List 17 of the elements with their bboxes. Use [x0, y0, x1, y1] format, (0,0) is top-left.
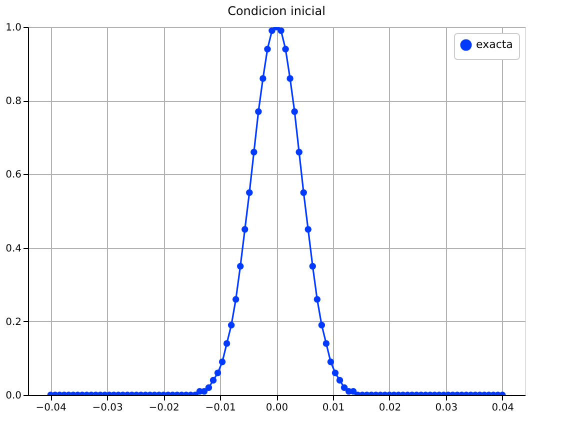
x-tick-label: −0.03 — [92, 402, 123, 414]
x-tick-label: −0.02 — [148, 402, 180, 414]
y-tick-label: 0.6 — [6, 170, 22, 181]
y-tick-label: 0.0 — [6, 390, 22, 402]
x-tick-label: 0.03 — [435, 402, 458, 414]
x-tick-label: 0.01 — [322, 402, 345, 414]
y-tick-label: 0.4 — [6, 243, 22, 254]
x-tick-label: −0.04 — [36, 402, 66, 414]
y-tick-label: 1.0 — [6, 22, 22, 34]
x-tick-label: 0.00 — [266, 402, 288, 414]
x-tick-label: 0.04 — [492, 402, 514, 414]
x-tick-label: −0.01 — [205, 402, 236, 414]
chart-title: Condicion inicial — [228, 4, 326, 18]
y-tick-label: 0.2 — [6, 316, 22, 328]
x-tick-label: 0.02 — [378, 402, 402, 414]
y-tick-label: 0.8 — [6, 96, 22, 108]
legend-label: exacta — [476, 38, 513, 51]
